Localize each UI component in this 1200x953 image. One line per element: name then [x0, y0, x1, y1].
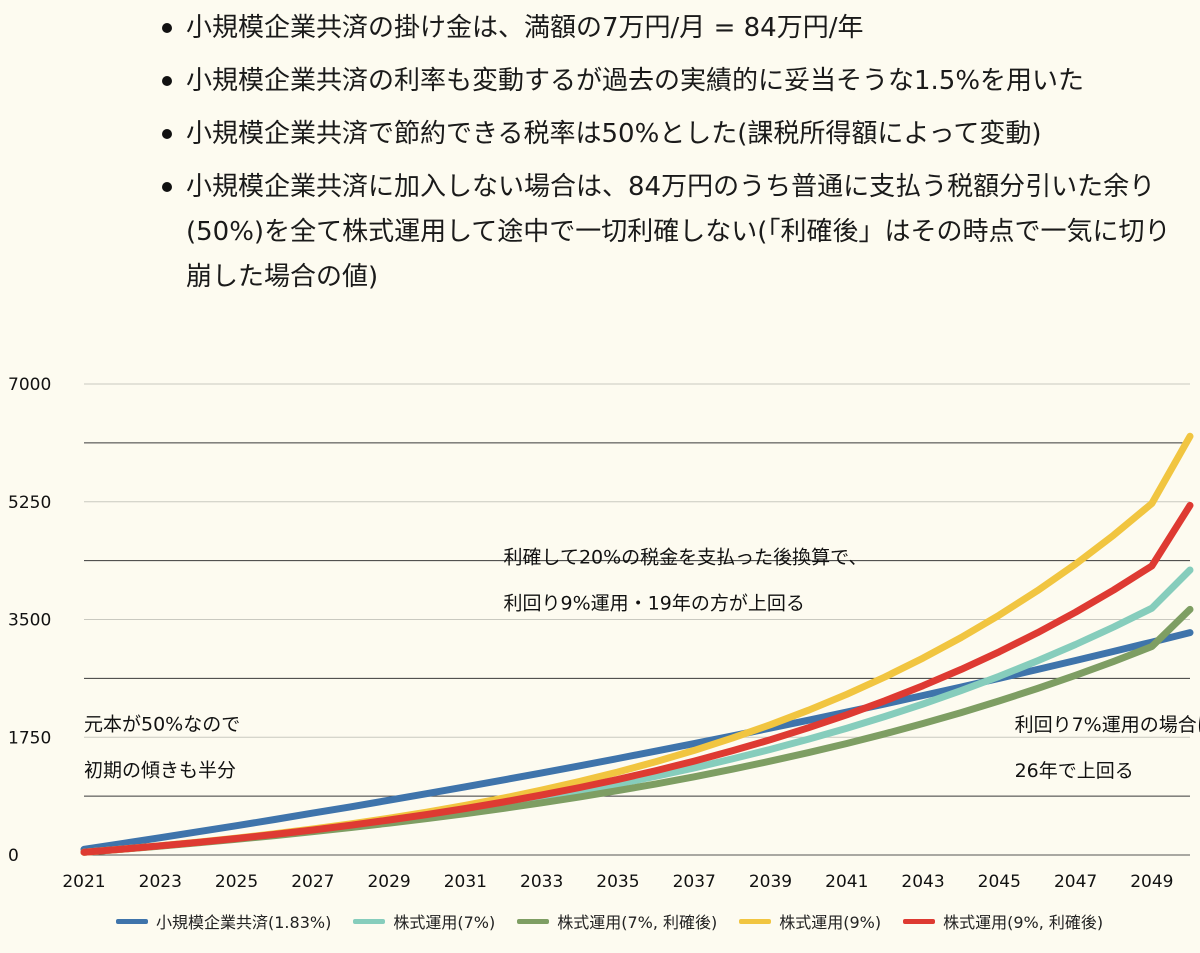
- y-tick-label: 1750: [8, 728, 51, 748]
- x-tick-label: 2039: [749, 872, 792, 892]
- legend-swatch: [116, 918, 148, 924]
- x-tick-label: 2033: [520, 872, 563, 892]
- notes-list: 小規模企業共済の掛け金は、満額の7万円/月 = 84万円/年 小規模企業共済の利…: [160, 6, 1190, 308]
- y-tick-label: 3500: [8, 611, 51, 631]
- x-tick-label: 2043: [901, 872, 944, 892]
- x-tick-label: 2023: [139, 872, 182, 892]
- x-tick-label: 2025: [215, 872, 258, 892]
- note-item: 小規模企業共済に加入しない場合は、84万円のうち普通に支払う税額分引いた余り(5…: [160, 165, 1190, 300]
- series-line: [80, 501, 1194, 856]
- y-tick-label: 0: [8, 846, 19, 866]
- legend-swatch: [739, 918, 772, 924]
- legend-label: 株式運用(9%): [779, 913, 882, 932]
- x-tick-label: 2041: [825, 872, 868, 892]
- annotation-text: 元本が50%なので: [84, 714, 240, 736]
- annotation-text: 26年で上回る: [1015, 760, 1134, 782]
- legend-label: 株式運用(7%): [393, 913, 496, 932]
- legend-item: 株式運用(9%, 利確後): [903, 909, 1103, 933]
- legend-swatch: [517, 918, 550, 924]
- legend-swatch: [903, 918, 936, 924]
- legend-label: 株式運用(9%, 利確後): [943, 913, 1104, 932]
- chart-legend: 小規模企業共済(1.83%) 株式運用(7%) 株式運用(7%, 利確後) 株式…: [116, 909, 1125, 933]
- x-tick-label: 2049: [1130, 872, 1173, 892]
- note-item: 小規模企業共済の掛け金は、満額の7万円/月 = 84万円/年: [160, 6, 1190, 51]
- legend-item: 株式運用(9%): [739, 909, 881, 933]
- legend-label: 株式運用(7%, 利確後): [557, 913, 718, 932]
- y-tick-label: 5250: [8, 493, 51, 513]
- x-tick-label: 2027: [291, 872, 334, 892]
- annotation-text: 利確して20%の税金を支払った後換算で、: [504, 547, 868, 569]
- annotation-text: 利回り9%運用・19年の方が上回る: [504, 593, 805, 615]
- legend-swatch: [353, 918, 386, 924]
- line-chart: 0 1750 3500 5250 7000 2021 2023 2025 2027 2029 203…: [8, 375, 1200, 892]
- note-item: 小規模企業共済で節約できる税率は50%とした(課税所得額によって変動): [160, 112, 1190, 157]
- x-tick-label: 2021: [62, 872, 105, 892]
- x-tick-label: 2037: [673, 872, 716, 892]
- legend-item: 株式運用(7%, 利確後): [517, 909, 717, 933]
- annotation-text: 利回り7%運用の場合は: [1015, 714, 1200, 736]
- x-tick-label: 2029: [367, 872, 410, 892]
- legend-item: 株式運用(7%): [353, 909, 495, 933]
- note-item: 小規模企業共済の利率も変動するが過去の実績的に妥当そうな1.5%を用いた: [160, 59, 1190, 104]
- y-tick-label: 7000: [8, 375, 51, 395]
- annotation-text: 初期の傾きも半分: [84, 760, 236, 782]
- legend-label: 小規模企業共済(1.83%): [156, 913, 332, 932]
- x-tick-label: 2031: [444, 872, 487, 892]
- x-tick-label: 2045: [978, 872, 1021, 892]
- x-tick-label: 2035: [596, 872, 639, 892]
- legend-item: 小規模企業共済(1.83%): [116, 909, 331, 933]
- x-tick-label: 2047: [1054, 872, 1097, 892]
